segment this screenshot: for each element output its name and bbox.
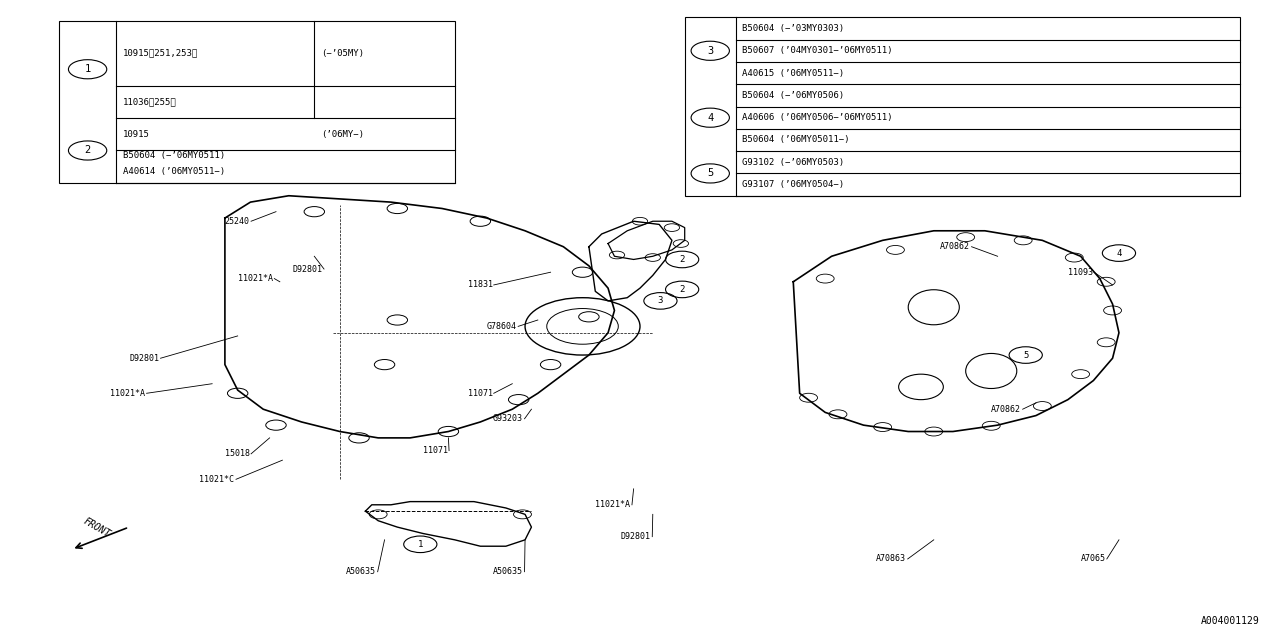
Bar	[59, 20, 454, 183]
Text: B50604 (−’03MY0303): B50604 (−’03MY0303)	[742, 24, 845, 33]
Text: G93107 (’06MY0504−): G93107 (’06MY0504−)	[742, 180, 845, 189]
Text: 3: 3	[658, 296, 663, 305]
Text: 5: 5	[707, 168, 713, 179]
Text: 2: 2	[680, 255, 685, 264]
Text: G78604: G78604	[486, 322, 517, 331]
Text: B50607 (’04MY0301−’06MY0511): B50607 (’04MY0301−’06MY0511)	[742, 46, 892, 55]
Text: A40615 (’06MY0511−): A40615 (’06MY0511−)	[742, 68, 845, 77]
Text: 11021*A: 11021*A	[238, 274, 273, 283]
Text: (−’05MY): (−’05MY)	[321, 49, 364, 58]
Text: 10915: 10915	[123, 130, 150, 139]
Text: 11021*A: 11021*A	[595, 500, 630, 509]
Text: 11021*C: 11021*C	[200, 475, 234, 484]
Text: 1: 1	[417, 540, 422, 549]
Text: 3: 3	[707, 46, 713, 56]
Text: 11021*A: 11021*A	[110, 388, 145, 398]
Text: 15018: 15018	[225, 449, 250, 458]
Text: D92801: D92801	[293, 264, 323, 273]
Text: B50604 (−’06MY0511): B50604 (−’06MY0511)	[123, 151, 225, 160]
Text: 2: 2	[84, 145, 91, 156]
Text: 4: 4	[707, 113, 713, 123]
Text: G93203: G93203	[493, 414, 524, 423]
Text: FRONT: FRONT	[82, 516, 113, 540]
Text: 10915〜251,253〞: 10915〜251,253〞	[123, 49, 198, 58]
Text: A50635: A50635	[493, 567, 524, 576]
Text: 11071: 11071	[467, 388, 493, 398]
Text: A40614 (’06MY0511−): A40614 (’06MY0511−)	[123, 167, 225, 176]
Text: 11036〜255〞: 11036〜255〞	[123, 97, 177, 106]
Text: D92801: D92801	[621, 532, 650, 541]
Text: B50604 (−’06MY0506): B50604 (−’06MY0506)	[742, 91, 845, 100]
Text: G93102 (−’06MY0503): G93102 (−’06MY0503)	[742, 158, 845, 167]
Text: A70862: A70862	[991, 404, 1021, 413]
Text: A004001129: A004001129	[1201, 616, 1260, 626]
Text: 11831: 11831	[467, 280, 493, 289]
Text: 25240: 25240	[225, 217, 250, 226]
Text: A7065: A7065	[1080, 554, 1106, 563]
Text: 11093: 11093	[1068, 268, 1093, 276]
Bar	[685, 17, 1240, 196]
Text: B50604 (’06MY05011−): B50604 (’06MY05011−)	[742, 136, 850, 145]
Text: (’06MY−): (’06MY−)	[321, 130, 364, 139]
Text: 4: 4	[1116, 248, 1121, 257]
Text: A70863: A70863	[877, 554, 906, 563]
Text: A40606 (’06MY0506−’06MY0511): A40606 (’06MY0506−’06MY0511)	[742, 113, 892, 122]
Text: D92801: D92801	[129, 354, 159, 363]
Text: 5: 5	[1023, 351, 1028, 360]
Text: A50635: A50635	[346, 567, 376, 576]
Text: 1: 1	[84, 64, 91, 74]
Text: 2: 2	[680, 285, 685, 294]
Text: A70862: A70862	[940, 242, 970, 252]
Text: 11071: 11071	[422, 446, 448, 455]
